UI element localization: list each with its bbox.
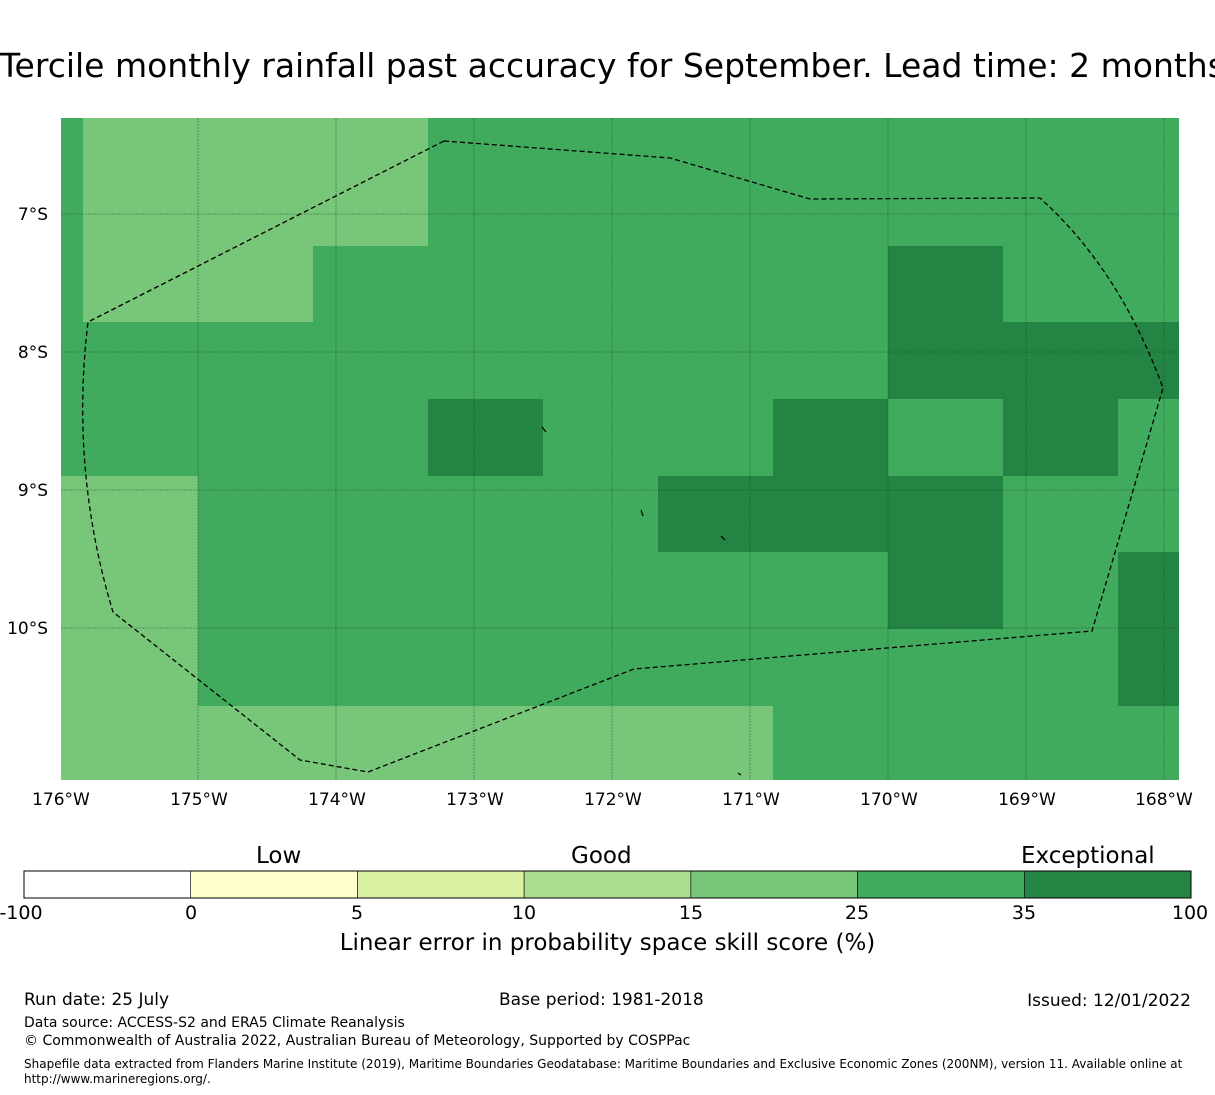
colorbar-label: Linear error in probability space skill …	[339, 930, 876, 956]
colorbar-tick: 5	[350, 902, 364, 924]
copyright: © Commonwealth of Australia 2022, Austra…	[24, 1033, 691, 1049]
colorbar-segment	[1023, 870, 1192, 899]
lat-tick: 8°S	[18, 343, 48, 363]
colorbar-tick: 35	[1011, 902, 1037, 924]
colorbar-segment	[357, 870, 525, 899]
lon-tick: 174°W	[308, 790, 366, 810]
map-title: Tercile monthly rainfall past accuracy f…	[0, 46, 1215, 85]
issued-date: Issued: 12/01/2022	[1027, 991, 1191, 1011]
colorbar-tick: 0	[184, 902, 198, 924]
lat-labels: 7°S 8°S 9°S 10°S	[7, 205, 48, 639]
colorbar-segment	[690, 870, 858, 899]
lon-tick: 172°W	[584, 790, 642, 810]
colorbar-category-low: Low	[256, 843, 302, 869]
lat-tick: 10°S	[7, 619, 48, 639]
lon-tick: 175°W	[170, 790, 228, 810]
colorbar-tick: 10	[511, 902, 537, 924]
lon-tick: 171°W	[722, 790, 780, 810]
base-period: Base period: 1981-2018	[499, 990, 704, 1010]
colorbar-segment	[523, 870, 692, 899]
lat-tick: 7°S	[18, 205, 48, 225]
lat-tick: 9°S	[18, 481, 48, 501]
colorbar	[23, 870, 1192, 899]
lon-tick: 173°W	[446, 790, 504, 810]
colorbar-category-good: Good	[571, 843, 632, 869]
lon-tick: 176°W	[32, 790, 90, 810]
lon-tick: 168°W	[1135, 790, 1193, 810]
gridlines	[61, 118, 1179, 780]
colorbar-tick: 25	[844, 902, 870, 924]
colorbar-segment	[190, 870, 358, 899]
colorbar-segment	[857, 870, 1025, 899]
shapefile-note: Shapefile data extracted from Flanders M…	[24, 1057, 1183, 1086]
colorbar-tick: -100	[0, 902, 43, 924]
colorbar-tick: 100	[1171, 902, 1209, 924]
colorbar-segment	[23, 870, 192, 899]
run-date: Run date: 25 July	[24, 990, 170, 1010]
cells-35-100	[428, 246, 1179, 706]
colorbar-category-exceptional: Exceptional	[1021, 843, 1155, 869]
lon-tick: 170°W	[860, 790, 918, 810]
data-source: Data source: ACCESS-S2 and ERA5 Climate …	[24, 1015, 405, 1031]
lon-tick: 169°W	[998, 790, 1056, 810]
lon-labels: 176°W 175°W 174°W 173°W 172°W 171°W 170°…	[32, 790, 1193, 810]
colorbar-frame	[23, 870, 1192, 899]
colorbar-tick: 15	[678, 902, 704, 924]
islands	[541, 426, 742, 776]
